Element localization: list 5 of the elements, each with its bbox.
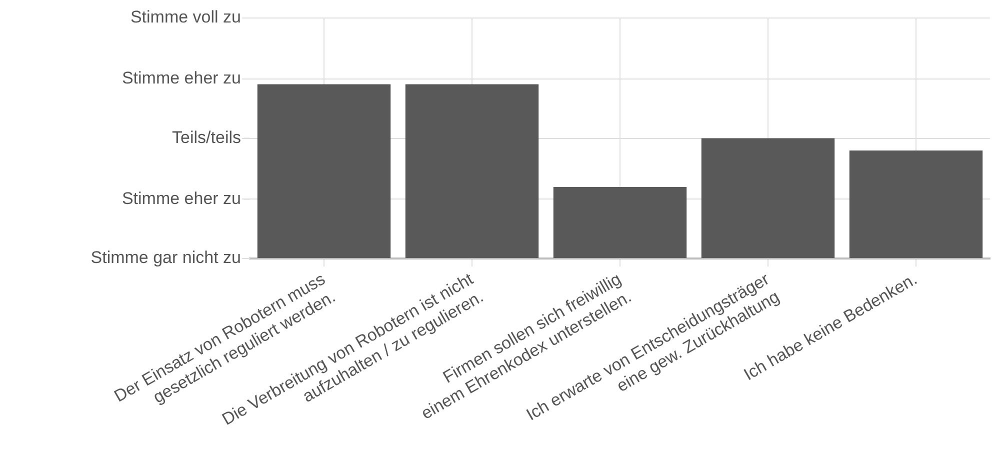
ref-line-label: Stimme eher zu [122,188,241,208]
ref-line-label: Teils/teils [172,128,241,147]
ref-line-label: Stimme voll zu [130,8,241,27]
ref-line-label: Stimme gar nicht zu [90,248,241,268]
ref-line-label: Stimme eher zu [122,68,241,88]
